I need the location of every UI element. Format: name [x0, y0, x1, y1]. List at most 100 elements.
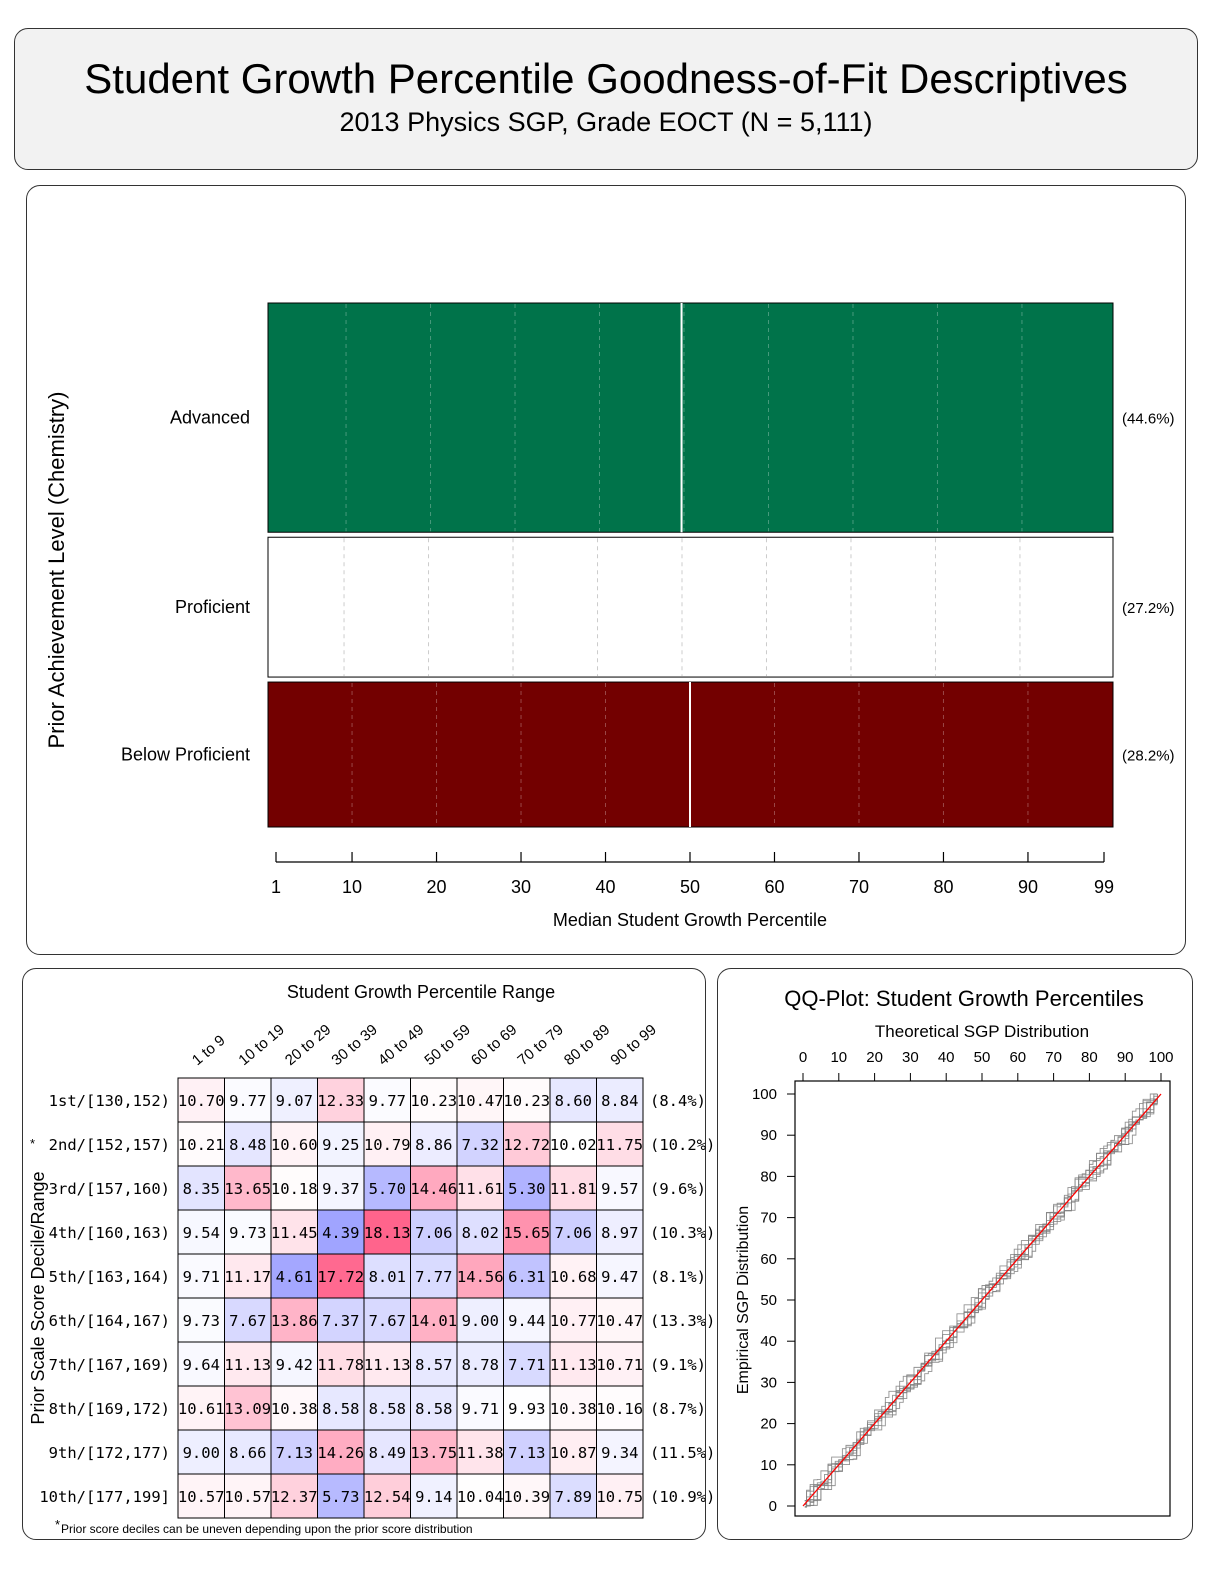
- x-tick-label: 60: [764, 877, 784, 897]
- qq-x-tick-label: 30: [902, 1049, 919, 1066]
- cell-value: 12.33: [317, 1092, 364, 1110]
- cell-value: 7.32: [462, 1136, 499, 1154]
- x-tick-label: 70: [849, 877, 869, 897]
- heatmap-cell: [410, 1341, 458, 1387]
- heatmap-cell: [177, 1165, 225, 1211]
- cell-value: 7.06: [555, 1224, 592, 1242]
- cell-value: 14.26: [317, 1444, 364, 1462]
- x-tick-label: 80: [933, 877, 953, 897]
- cell-value: 10.87: [550, 1444, 597, 1462]
- row-label: 3rd/[157,160): [49, 1180, 170, 1198]
- heatmap-cell: [410, 1473, 458, 1519]
- cell-value: 7.67: [369, 1312, 406, 1330]
- cell-value: 7.37: [322, 1312, 359, 1330]
- x-tick-label: 20: [427, 877, 447, 897]
- cell-value: 10.02: [550, 1136, 597, 1154]
- category-label: Advanced: [170, 408, 250, 428]
- heatmap-cell: [410, 1165, 458, 1211]
- category-percentage: (44.6%): [1122, 411, 1175, 428]
- cell-value: 8.84: [601, 1092, 638, 1110]
- qq-x-tick-label: 80: [1081, 1049, 1098, 1066]
- cell-value: 10.68: [550, 1268, 597, 1286]
- heatmap-cell: [363, 1165, 411, 1211]
- qq-x-title: Theoretical SGP Distribution: [875, 1022, 1089, 1041]
- cell-value: 13.86: [271, 1312, 318, 1330]
- row-label: 5th/[163,164): [49, 1268, 170, 1286]
- cell-value: 8.78: [462, 1356, 499, 1374]
- cell-value: 8.57: [415, 1356, 452, 1374]
- heatmap-cell: [224, 1121, 272, 1167]
- bar-0: [267, 302, 1114, 533]
- heatmap-title: Student Growth Percentile Range: [287, 982, 555, 1002]
- row-label: 7th/[167,169): [49, 1356, 170, 1374]
- cell-value: 13.65: [224, 1180, 271, 1198]
- heatmap-cell: [596, 1341, 644, 1387]
- qq-x-tick-label: 50: [974, 1049, 991, 1066]
- qq-x-tick-label: 100: [1148, 1049, 1173, 1066]
- heatmap-cell: [503, 1253, 551, 1299]
- footnote-marker: *: [55, 1517, 60, 1532]
- x-tick-label: 30: [511, 877, 531, 897]
- cell-value: 10.61: [178, 1400, 225, 1418]
- cell-value: 10.75: [596, 1488, 643, 1506]
- qq-x-tick-label: 60: [1009, 1049, 1026, 1066]
- heatmap-cell: [177, 1253, 225, 1299]
- qq-reference-line: [802, 1093, 1162, 1507]
- qq-y-tick-label: 40: [760, 1333, 777, 1350]
- heatmap-cell: [177, 1297, 225, 1343]
- cell-value: 8.58: [415, 1400, 452, 1418]
- heatmap-cell: [317, 1429, 365, 1475]
- cell-value: 9.71: [183, 1268, 220, 1286]
- cell-value: 9.47: [601, 1268, 638, 1286]
- heatmap-cell: [456, 1121, 504, 1167]
- qq-x-tick-label: 0: [799, 1049, 807, 1066]
- heatmap-cell: [177, 1341, 225, 1387]
- heatmap-cell: [596, 1429, 644, 1475]
- heatmap-cell: [177, 1473, 225, 1519]
- cell-value: 9.77: [369, 1092, 406, 1110]
- cell-value: 8.02: [462, 1224, 499, 1242]
- heatmap-cell: [224, 1473, 272, 1519]
- qq-y-tick-label: 90: [760, 1127, 777, 1144]
- row-percentage: (13.3%): [650, 1312, 715, 1330]
- cell-value: 14.56: [457, 1268, 504, 1286]
- heatmap-cell: [549, 1253, 597, 1299]
- cell-value: 8.86: [415, 1136, 452, 1154]
- heatmap-cell: [363, 1429, 411, 1475]
- cell-value: 12.54: [364, 1488, 411, 1506]
- heatmap-cell: [549, 1209, 597, 1255]
- cell-value: 10.18: [271, 1180, 318, 1198]
- heatmap-cell: [596, 1121, 644, 1167]
- cell-value: 11.13: [224, 1356, 271, 1374]
- heatmap-cell: [596, 1077, 644, 1123]
- cell-value: 10.47: [457, 1092, 504, 1110]
- heatmap-cell: [456, 1473, 504, 1519]
- cell-value: 9.34: [601, 1444, 638, 1462]
- heatmap-cell: [456, 1385, 504, 1431]
- heatmap-cell: [270, 1341, 318, 1387]
- cell-value: 11.75: [596, 1136, 643, 1154]
- heatmap-cell: [596, 1253, 644, 1299]
- cell-value: 8.58: [322, 1400, 359, 1418]
- heatmap-cell: [596, 1165, 644, 1211]
- cell-value: 11.13: [364, 1356, 411, 1374]
- row-percentage: (9.6%): [650, 1180, 706, 1198]
- row-label: 4th/[160,163): [49, 1224, 170, 1242]
- row-label: 6th/[164,167): [49, 1312, 170, 1330]
- heatmap-cell: [317, 1165, 365, 1211]
- heatmap-cell: [549, 1077, 597, 1123]
- category-label: Below Proficient: [121, 745, 250, 765]
- heatmap-cell: [177, 1385, 225, 1431]
- heatmap-cell: [224, 1253, 272, 1299]
- heatmap-cell: [596, 1209, 644, 1255]
- cell-value: 8.60: [555, 1092, 592, 1110]
- heatmap-cell: [503, 1209, 551, 1255]
- cell-value: 10.04: [457, 1488, 504, 1506]
- qq-x-tick-label: 40: [938, 1049, 955, 1066]
- cell-value: 11.17: [224, 1268, 271, 1286]
- cell-value: 7.77: [415, 1268, 452, 1286]
- qq-y-tick-label: 60: [760, 1251, 777, 1268]
- cell-value: 8.48: [229, 1136, 266, 1154]
- heatmap-cell: [270, 1165, 318, 1211]
